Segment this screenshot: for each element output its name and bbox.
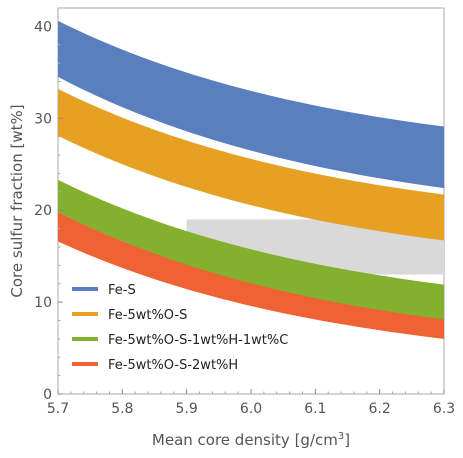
x-tick-label: 5.8 — [111, 401, 133, 417]
legend-label: Fe-5wt%O-S-1wt%H-1wt%C — [108, 333, 288, 348]
x-tick-label: 5.9 — [176, 401, 198, 417]
band-series-1 — [58, 20, 444, 189]
band-series-2 — [58, 88, 444, 241]
legend-label: Fe-S — [108, 283, 136, 298]
series-bands — [58, 20, 444, 339]
x-axis-label-sup: 3 — [338, 431, 344, 442]
legend-label: Fe-5wt%O-S — [108, 308, 187, 323]
y-axis-ticks: 0 10 20 30 40 — [34, 19, 63, 403]
x-axis-label: Mean core density [g/cm3] — [152, 431, 350, 449]
y-tick-label: 40 — [34, 19, 52, 35]
y-axis-label: Core sulfur fraction [wt%] — [8, 104, 26, 297]
x-tick-label: 6.0 — [240, 401, 262, 417]
band-series-4 — [58, 212, 444, 339]
legend: Fe-S Fe-5wt%O-S Fe-5wt%O-S-1wt%H-1wt%C Fe-5… — [72, 283, 288, 373]
legend-label: Fe-5wt%O-S-2wt%H — [108, 358, 238, 373]
y-tick-label: 10 — [34, 295, 52, 311]
x-tick-label: 6.3 — [433, 401, 455, 417]
x-axis-ticks: 5.7 5.8 5.9 6.0 6.1 6.2 6.3 — [47, 389, 455, 417]
x-tick-label: 6.2 — [369, 401, 391, 417]
x-axis-label-main: Mean core density [g/cm — [152, 431, 338, 449]
y-tick-label: 30 — [34, 111, 52, 127]
y-tick-label: 20 — [34, 203, 52, 219]
y-tick-label: 0 — [43, 387, 52, 403]
band-series-3 — [58, 179, 444, 321]
x-tick-label: 5.7 — [47, 401, 69, 417]
x-axis-label-end: ] — [344, 431, 350, 449]
x-tick-label: 6.1 — [304, 401, 326, 417]
